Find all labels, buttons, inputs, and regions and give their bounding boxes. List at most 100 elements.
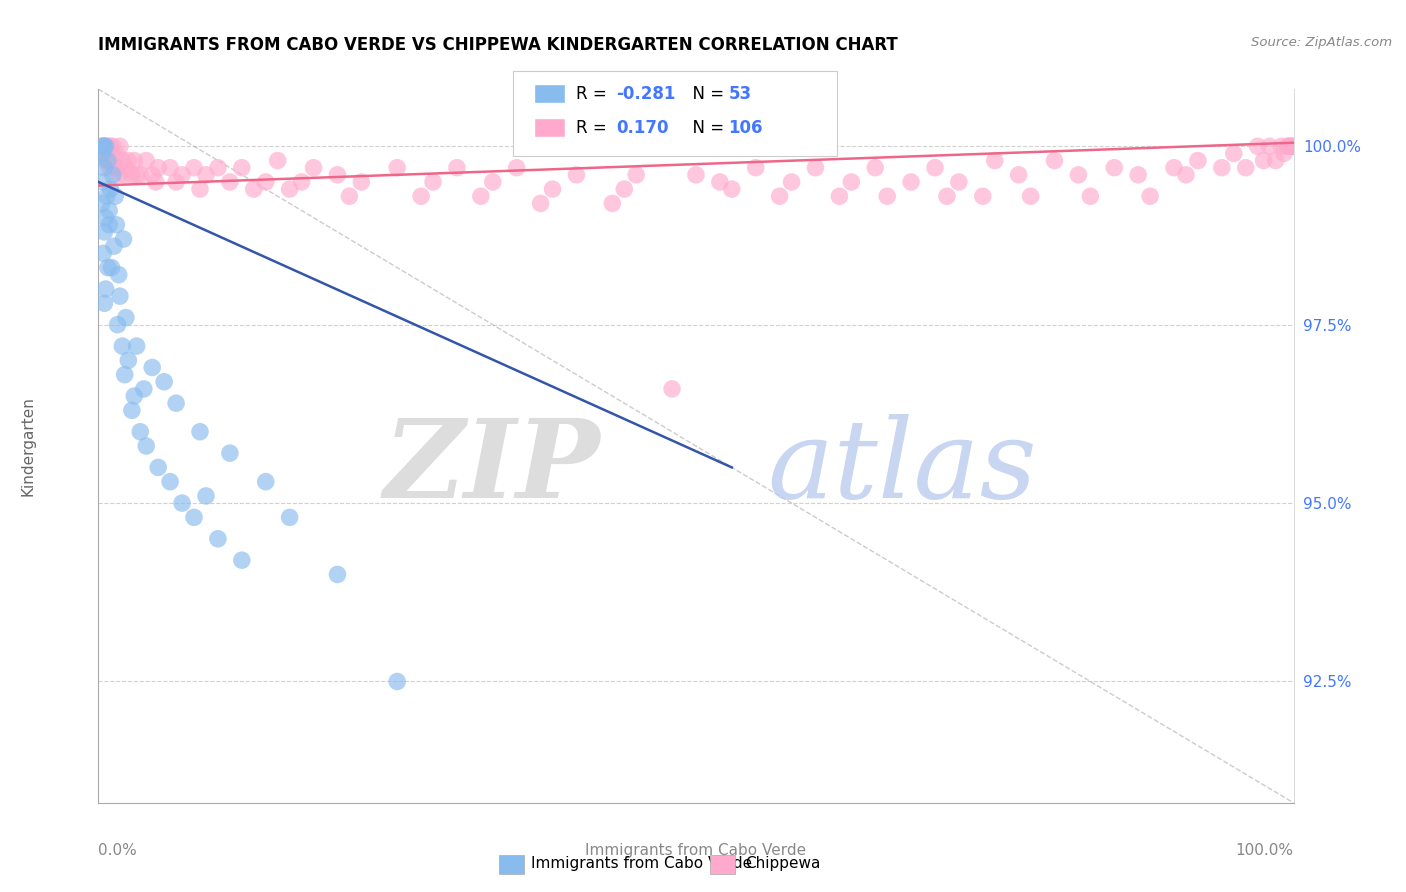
Point [114, 168, 136, 182]
Point [121, 403, 143, 417]
Text: R =: R = [576, 119, 613, 136]
Point [117, 353, 139, 368]
Point [114, 368, 136, 382]
Point [1067, 168, 1090, 182]
Point [565, 168, 588, 182]
Text: 0.170: 0.170 [616, 119, 668, 136]
Text: 100.0%: 100.0% [1236, 843, 1294, 858]
Point [96, 189, 118, 203]
Point [91, 139, 114, 153]
Point [93, 296, 115, 310]
Point [107, 168, 129, 182]
Point [96, 153, 118, 168]
Point [91, 196, 114, 211]
Point [94, 139, 117, 153]
Text: Immigrants from Cabo Verde: Immigrants from Cabo Verde [531, 856, 752, 871]
Point [1175, 168, 1198, 182]
Point [326, 168, 349, 182]
Point [98, 139, 122, 153]
Point [97, 260, 120, 275]
Point [1272, 146, 1295, 161]
Point [1264, 153, 1286, 168]
Point [91, 146, 114, 161]
Point [302, 161, 325, 175]
Text: R =: R = [576, 85, 613, 103]
Point [481, 175, 505, 189]
Point [709, 175, 731, 189]
Point [900, 175, 922, 189]
Point [159, 161, 181, 175]
Point [1128, 168, 1150, 182]
Point [1163, 161, 1185, 175]
Point [91, 146, 114, 161]
Point [1258, 139, 1281, 153]
Text: -0.281: -0.281 [616, 85, 675, 103]
Point [135, 439, 157, 453]
Point [231, 161, 253, 175]
Point [93, 225, 115, 239]
Point [972, 189, 994, 203]
Point [107, 161, 129, 175]
Text: 106: 106 [728, 119, 763, 136]
Point [117, 153, 139, 168]
Point [600, 196, 623, 211]
Point [129, 168, 152, 182]
Point [1234, 161, 1257, 175]
Point [112, 232, 135, 246]
Point [1246, 139, 1268, 153]
Point [97, 139, 120, 153]
Point [107, 318, 129, 332]
Text: Chippewa: Chippewa [745, 856, 821, 871]
Point [94, 282, 117, 296]
Point [1007, 168, 1029, 182]
Point [924, 161, 946, 175]
Point [337, 189, 360, 203]
Point [135, 153, 157, 168]
Point [132, 382, 155, 396]
Point [1277, 139, 1299, 153]
Point [145, 175, 167, 189]
Point [207, 161, 229, 175]
Point [115, 161, 138, 175]
Point [661, 382, 683, 396]
Point [804, 161, 827, 175]
Point [94, 139, 117, 153]
Point [165, 175, 187, 189]
Point [828, 189, 851, 203]
Point [876, 189, 898, 203]
Point [100, 260, 122, 275]
Point [93, 161, 115, 175]
Point [254, 175, 277, 189]
Text: atlas: atlas [768, 414, 1038, 521]
Point [326, 567, 349, 582]
Point [94, 211, 117, 225]
Point [1102, 161, 1125, 175]
Point [219, 446, 242, 460]
Point [242, 182, 264, 196]
Point [125, 168, 148, 182]
Point [105, 218, 128, 232]
Point [385, 674, 409, 689]
Point [159, 475, 181, 489]
Text: N =: N = [682, 119, 730, 136]
Point [93, 139, 115, 153]
Point [148, 460, 170, 475]
Point [1278, 139, 1301, 153]
Text: IMMIGRANTS FROM CABO VERDE VS CHIPPEWA KINDERGARTEN CORRELATION CHART: IMMIGRANTS FROM CABO VERDE VS CHIPPEWA K… [98, 36, 898, 54]
Text: ZIP: ZIP [384, 414, 600, 521]
Point [124, 389, 146, 403]
Point [1281, 139, 1303, 153]
Point [98, 218, 121, 232]
Point [541, 182, 564, 196]
Point [1080, 189, 1102, 203]
Point [278, 182, 301, 196]
Text: 0.0%: 0.0% [98, 843, 138, 858]
Point [183, 510, 205, 524]
Point [1222, 146, 1246, 161]
Point [129, 425, 152, 439]
Point [506, 161, 529, 175]
Point [948, 175, 970, 189]
Point [350, 175, 373, 189]
Point [1253, 153, 1275, 168]
Text: Immigrants from Cabo Verde: Immigrants from Cabo Verde [585, 843, 807, 858]
